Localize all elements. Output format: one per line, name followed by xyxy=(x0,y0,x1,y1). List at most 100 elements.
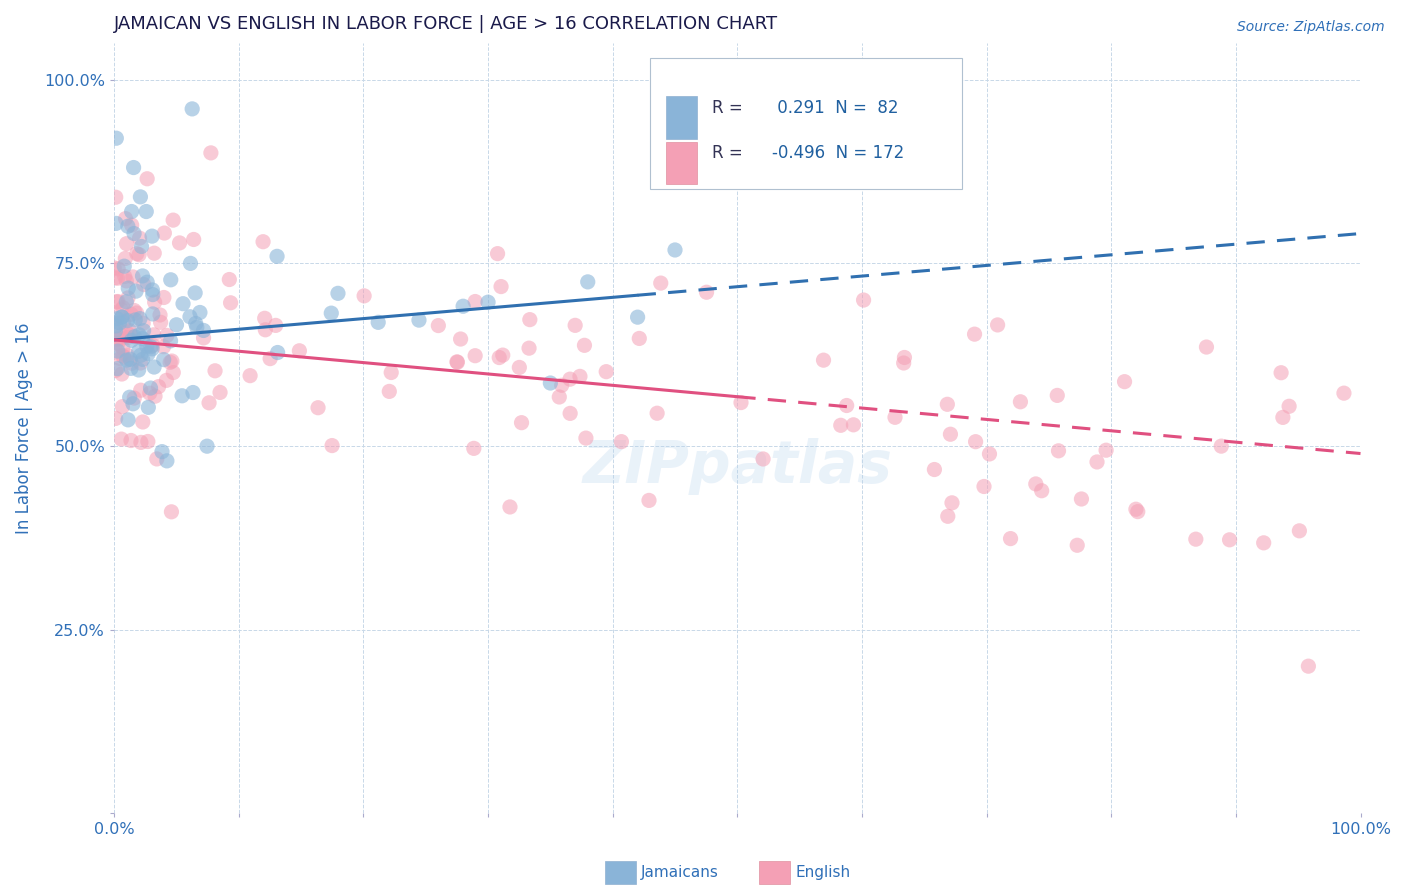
Text: Jamaicans: Jamaicans xyxy=(641,865,718,880)
Point xyxy=(1085,455,1108,469)
Point xyxy=(107,294,129,309)
Point xyxy=(107,332,129,346)
Point xyxy=(179,256,201,270)
Point xyxy=(132,415,155,429)
Point xyxy=(120,327,142,342)
Text: ZIPpatlas: ZIPpatlas xyxy=(582,438,893,495)
Point xyxy=(645,406,668,420)
Point xyxy=(288,343,311,358)
Point xyxy=(188,305,211,319)
Point xyxy=(172,296,194,310)
Point xyxy=(143,295,166,310)
Point xyxy=(104,337,127,351)
Point xyxy=(463,442,485,456)
Point xyxy=(239,368,262,383)
Point xyxy=(115,274,138,288)
Point xyxy=(1278,399,1301,413)
Point xyxy=(118,324,141,338)
Point xyxy=(852,293,875,307)
Point xyxy=(451,299,474,313)
Point xyxy=(143,389,166,403)
Point xyxy=(184,317,207,331)
Point xyxy=(1125,502,1147,516)
Point xyxy=(124,313,146,327)
Point xyxy=(129,383,152,397)
Point xyxy=(139,381,162,395)
Point xyxy=(1195,340,1218,354)
Point xyxy=(104,317,127,331)
Point xyxy=(159,273,181,287)
Point xyxy=(307,401,329,415)
Point xyxy=(936,509,959,524)
Point xyxy=(939,427,962,442)
Point xyxy=(193,323,215,337)
Point xyxy=(141,342,163,356)
Point xyxy=(122,161,145,175)
Point xyxy=(110,328,132,343)
Point xyxy=(139,386,162,401)
Point xyxy=(489,279,512,293)
Point xyxy=(610,434,633,449)
Point xyxy=(550,378,572,392)
Point xyxy=(1025,477,1047,491)
Point xyxy=(142,338,165,352)
Point xyxy=(131,352,153,367)
Point xyxy=(941,496,963,510)
Point xyxy=(193,331,215,345)
Point xyxy=(1047,443,1070,458)
Point xyxy=(1298,659,1320,673)
Point xyxy=(111,367,134,381)
Point xyxy=(135,339,157,353)
Text: JAMAICAN VS ENGLISH IN LABOR FORCE | AGE > 16 CORRELATION CHART: JAMAICAN VS ENGLISH IN LABOR FORCE | AGE… xyxy=(114,15,779,33)
Point xyxy=(186,320,208,334)
Point xyxy=(122,227,145,241)
Point xyxy=(136,434,159,449)
Point xyxy=(1211,439,1233,453)
Point xyxy=(936,397,959,411)
Point xyxy=(446,355,468,369)
Point xyxy=(326,286,349,301)
Point xyxy=(1219,533,1241,547)
Point xyxy=(125,246,148,260)
Point xyxy=(450,332,472,346)
Point xyxy=(181,385,204,400)
Point xyxy=(105,361,128,376)
Point xyxy=(110,432,132,446)
Point xyxy=(121,356,143,370)
Point xyxy=(148,379,170,393)
Point xyxy=(143,359,166,374)
Point xyxy=(266,345,288,359)
Point xyxy=(1333,386,1355,401)
Point xyxy=(492,348,515,362)
Point xyxy=(105,131,128,145)
Point xyxy=(104,324,127,338)
Point xyxy=(110,332,132,346)
Point xyxy=(162,366,184,380)
Point xyxy=(111,310,134,324)
Point xyxy=(107,336,129,351)
Point xyxy=(517,341,540,355)
Point xyxy=(558,372,581,386)
Point xyxy=(156,454,179,468)
Point xyxy=(1253,536,1275,550)
Point xyxy=(136,346,159,360)
Point xyxy=(121,218,143,232)
Point xyxy=(132,277,155,292)
Point xyxy=(136,401,159,415)
Point xyxy=(153,291,176,305)
Point xyxy=(200,145,222,160)
Point xyxy=(117,313,139,327)
Point xyxy=(595,365,617,379)
Bar xyxy=(666,142,697,185)
Point xyxy=(128,344,150,359)
Text: -0.496  N = 172: -0.496 N = 172 xyxy=(772,145,904,162)
Point xyxy=(120,434,142,448)
Point xyxy=(128,231,150,245)
Point xyxy=(104,411,127,425)
Point xyxy=(842,417,865,432)
Point xyxy=(464,294,486,309)
Point xyxy=(560,406,582,420)
Point xyxy=(160,505,183,519)
Point xyxy=(156,328,179,343)
Point xyxy=(973,479,995,493)
